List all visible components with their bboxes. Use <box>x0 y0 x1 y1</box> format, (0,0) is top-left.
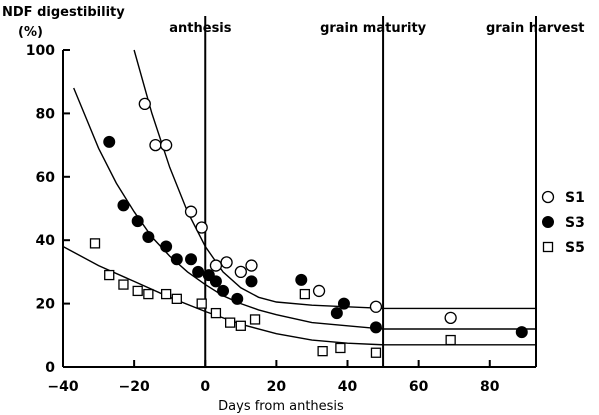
data-point-s5 <box>235 320 246 331</box>
phase-label: anthesis <box>169 21 232 36</box>
data-point-s3 <box>170 253 183 266</box>
data-point-s5 <box>89 238 101 249</box>
y-tick-label: 100 <box>26 43 55 59</box>
legend-label-s1: S1 <box>565 190 585 206</box>
data-point-s1 <box>149 138 162 152</box>
x-tick-label: −20 <box>119 379 150 395</box>
data-point-s3 <box>185 253 198 266</box>
legend-label-s5: S5 <box>565 240 585 256</box>
x-tick-label: 20 <box>267 379 287 395</box>
phase-label: grain maturity <box>320 21 427 36</box>
y-axis-label: NDF digestibility <box>2 5 125 20</box>
data-point-s1 <box>245 259 258 272</box>
legend-label-s3: S3 <box>565 215 585 231</box>
data-point-s3 <box>330 307 343 320</box>
data-point-s5 <box>132 285 143 297</box>
x-tick-label: 80 <box>480 379 500 395</box>
data-point-s5 <box>118 279 129 290</box>
data-point-s1 <box>220 256 233 269</box>
legend: S1 S3 S5 <box>541 190 585 256</box>
y-tick-label: 80 <box>36 106 56 122</box>
y-tick-label: 60 <box>36 170 56 186</box>
data-point-s3 <box>245 275 258 288</box>
data-point-s5 <box>370 347 382 358</box>
fit-curve-s3 <box>73 87 536 330</box>
data-point-s5 <box>249 314 261 325</box>
data-point-s5 <box>160 288 172 300</box>
data-point-s1 <box>312 284 326 298</box>
x-tick-label: 60 <box>409 379 429 395</box>
data-point-s1 <box>369 300 383 313</box>
data-point-s3 <box>131 215 144 228</box>
y-axis-unit: (%) <box>18 25 43 40</box>
data-point-s3 <box>231 292 244 305</box>
x-tick-label: −40 <box>47 379 78 395</box>
data-point-s1 <box>159 138 173 152</box>
data-point-s5 <box>299 288 310 300</box>
fitted-curves <box>62 49 536 346</box>
y-tick-label: 20 <box>36 297 56 313</box>
data-point-s5 <box>445 334 456 346</box>
data-point-s3 <box>295 273 308 286</box>
data-point-s1 <box>138 97 151 111</box>
data-point-s5 <box>171 293 182 304</box>
legend-marker-s3 <box>542 216 554 228</box>
data-point-s3 <box>209 275 222 288</box>
data-point-s5 <box>210 307 222 319</box>
data-point-s1 <box>444 311 457 325</box>
data-point-s5 <box>335 342 346 354</box>
axes: 0 20 40 60 80 100 −40 −20 0 20 40 60 80 <box>26 43 536 395</box>
data-point-s5 <box>143 288 154 300</box>
x-tick-label: 40 <box>338 379 358 395</box>
x-axis-label: Days from anthesis <box>218 399 344 414</box>
data-point-s3 <box>192 265 205 278</box>
y-tick-label: 40 <box>36 233 56 249</box>
data-point-s1 <box>184 205 198 218</box>
data-point-s5 <box>104 269 115 281</box>
data-point-s3 <box>103 135 116 148</box>
x-tick-label: 0 <box>200 379 210 395</box>
legend-marker-s5 <box>542 241 554 253</box>
data-point-s3 <box>160 240 173 253</box>
phase-label: grain harvest <box>486 21 584 36</box>
phase-lines: anthesis grain maturity grain harvest <box>169 16 584 367</box>
data-point-s5 <box>317 345 328 357</box>
data-point-s5 <box>225 317 236 328</box>
data-point-s3 <box>369 321 382 334</box>
data-point-s1 <box>209 259 223 272</box>
data-point-s5 <box>196 298 207 309</box>
y-tick-label: 0 <box>45 360 55 376</box>
data-point-s1 <box>234 265 247 279</box>
data-point-s3 <box>217 284 230 297</box>
data-point-s1 <box>195 221 208 234</box>
data-point-s3 <box>117 199 130 212</box>
data-point-s3 <box>337 297 350 310</box>
legend-marker-s1 <box>541 190 555 204</box>
data-point-s3 <box>142 231 155 244</box>
data-points <box>89 97 528 358</box>
data-point-s3 <box>515 326 528 339</box>
